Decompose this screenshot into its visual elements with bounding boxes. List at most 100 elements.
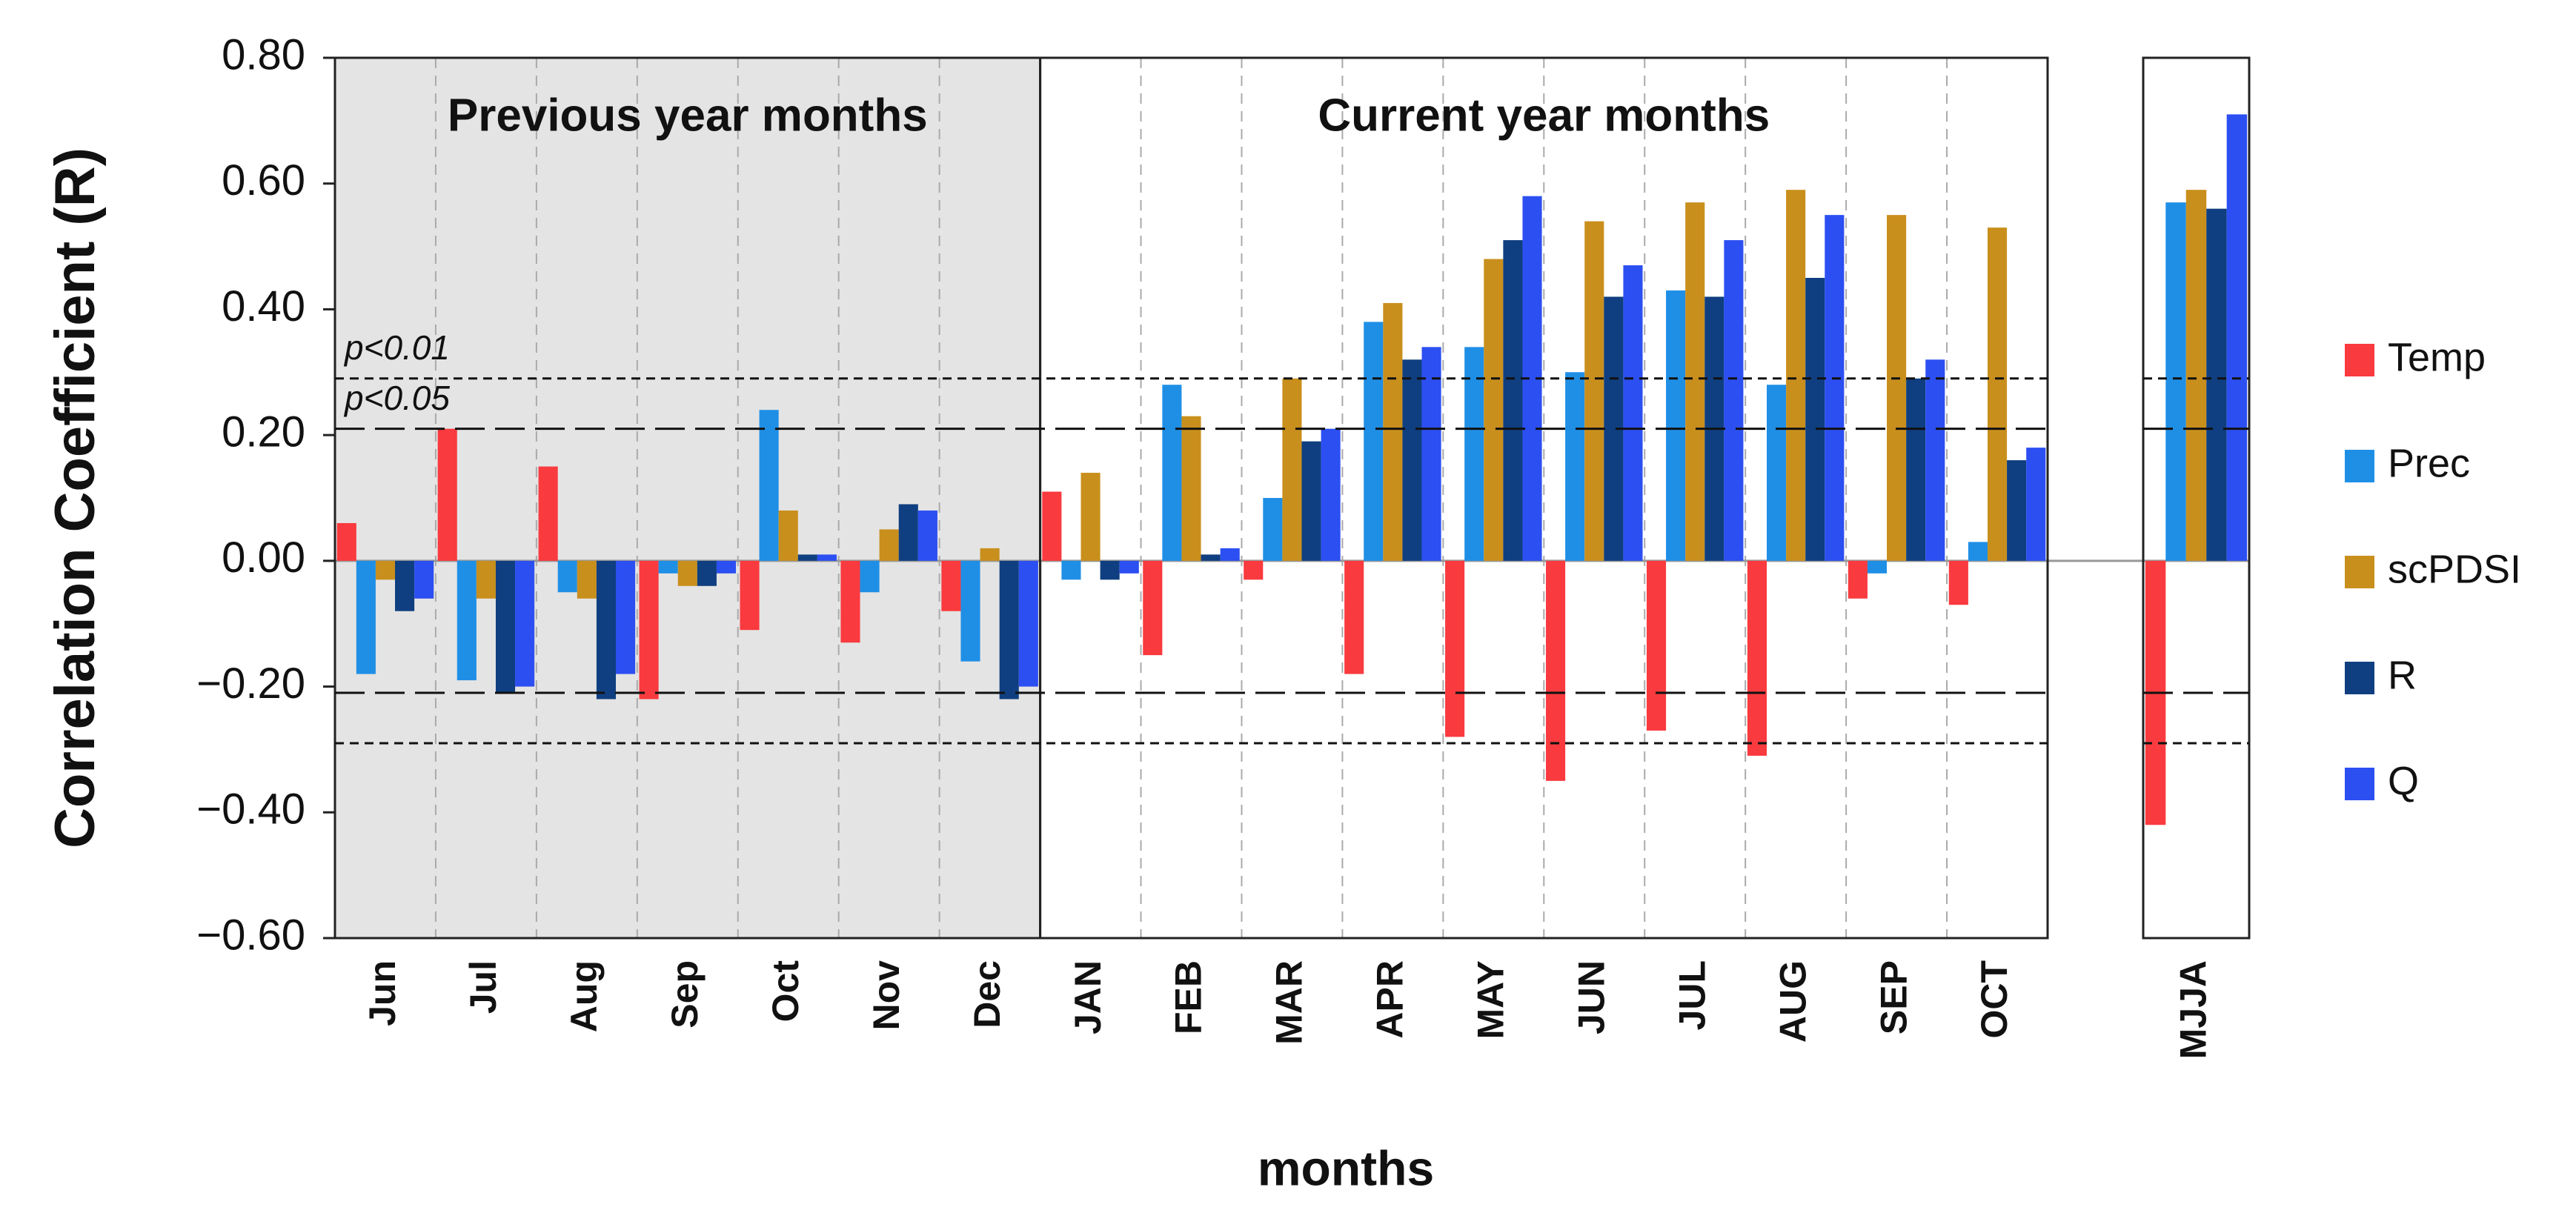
bar [1018, 560, 1038, 687]
bar [1344, 560, 1364, 674]
bar [1421, 347, 1441, 561]
bar [1220, 548, 1240, 561]
layer: Previous year months Current year months 0… [196, 30, 2521, 1059]
bar [817, 554, 837, 561]
layer [335, 58, 2249, 938]
legend-label: scPDSI [2388, 547, 2521, 591]
legend-swatch [2345, 768, 2374, 800]
x-tick-label: Aug [563, 960, 605, 1032]
bar [1584, 221, 1604, 561]
bar [1201, 554, 1221, 561]
bar [1100, 560, 1120, 580]
bar [476, 560, 496, 599]
bar [2185, 190, 2207, 561]
bar [677, 560, 697, 586]
legend-label: Q [2388, 759, 2419, 803]
x-tick-label: Nov [866, 960, 907, 1031]
bar [1887, 215, 1907, 561]
x-tick-label: JUN [1570, 960, 1612, 1034]
bar [1162, 385, 1182, 561]
y-tick-label: 0.80 [222, 30, 305, 79]
bar [740, 560, 760, 631]
bar [1244, 560, 1264, 580]
bar [616, 560, 636, 674]
y-tick-label: 0.20 [222, 408, 305, 456]
panel-title: Previous year months [448, 90, 928, 141]
bar [697, 560, 717, 586]
bar [1565, 372, 1585, 561]
x-tick-label: Oct [765, 960, 806, 1023]
bar [557, 560, 577, 593]
x-tick-label: MAR [1269, 960, 1310, 1045]
y-tick-label: −0.40 [196, 785, 305, 834]
bar [658, 560, 678, 574]
panel-title: Current year months [1318, 90, 1770, 141]
bar [1546, 560, 1566, 781]
legend-swatch [2345, 450, 2374, 482]
bar [1364, 322, 1384, 561]
x-tick-label: Jul [462, 960, 504, 1014]
x-tick-label: Dec [966, 960, 1008, 1028]
bar [1786, 190, 1806, 561]
y-tick-label: 0.00 [222, 534, 305, 582]
bar [1484, 259, 1504, 561]
bar [457, 560, 477, 681]
bar [1747, 560, 1767, 756]
x-tick-label: MJJA [2173, 960, 2214, 1059]
x-tick-label: SEP [1873, 960, 1914, 1034]
y-tick-label: 0.40 [222, 282, 305, 330]
bar [1383, 302, 1403, 561]
bar [639, 560, 659, 699]
legend-label: R [2388, 653, 2417, 697]
bar [375, 560, 396, 580]
legend-label: Temp [2388, 335, 2486, 379]
bar [1766, 385, 1787, 561]
bar [1825, 215, 1845, 561]
bar [860, 560, 880, 593]
bar [515, 560, 535, 687]
bar [1119, 560, 1139, 574]
bar [1724, 240, 1744, 561]
bar [1061, 560, 1081, 580]
bar [1968, 542, 1988, 561]
bar [495, 560, 516, 694]
bar [395, 560, 415, 611]
bar [1848, 560, 1868, 599]
x-tick-label: JUL [1671, 960, 1713, 1030]
legend-swatch [2345, 344, 2374, 376]
significance-label: p<0.05 [343, 379, 450, 417]
bar [1987, 227, 2008, 561]
bar [596, 560, 617, 699]
x-axis-label: months [1258, 1140, 1434, 1195]
y-tick-label: −0.20 [196, 659, 305, 708]
x-tick-label: AUG [1772, 960, 1813, 1043]
bar [1464, 347, 1484, 561]
x-tick-label: Sep [664, 960, 706, 1028]
bar [759, 410, 779, 561]
y-tick-label: −0.60 [196, 911, 305, 959]
bar [356, 560, 376, 674]
bar [414, 560, 434, 599]
bar [1646, 560, 1667, 731]
legend-label: Prec [2388, 441, 2470, 485]
bar [1402, 359, 1422, 561]
bar [716, 560, 737, 574]
significance-label: p<0.01 [343, 328, 450, 367]
bar [1948, 560, 1968, 605]
bar [577, 560, 597, 599]
bar [1263, 498, 1283, 561]
x-tick-label: JAN [1067, 960, 1109, 1034]
bar [336, 522, 356, 561]
legend-swatch [2345, 556, 2374, 588]
layer [336, 114, 2248, 825]
x-tick-label: MAY [1470, 960, 1512, 1040]
bar [898, 504, 918, 561]
bar [1301, 441, 1321, 561]
bar [917, 510, 937, 561]
bar [1867, 560, 1888, 574]
x-tick-label: Jun [362, 960, 403, 1026]
bar [1685, 202, 1705, 561]
bar [2226, 114, 2248, 561]
bar [538, 466, 558, 561]
